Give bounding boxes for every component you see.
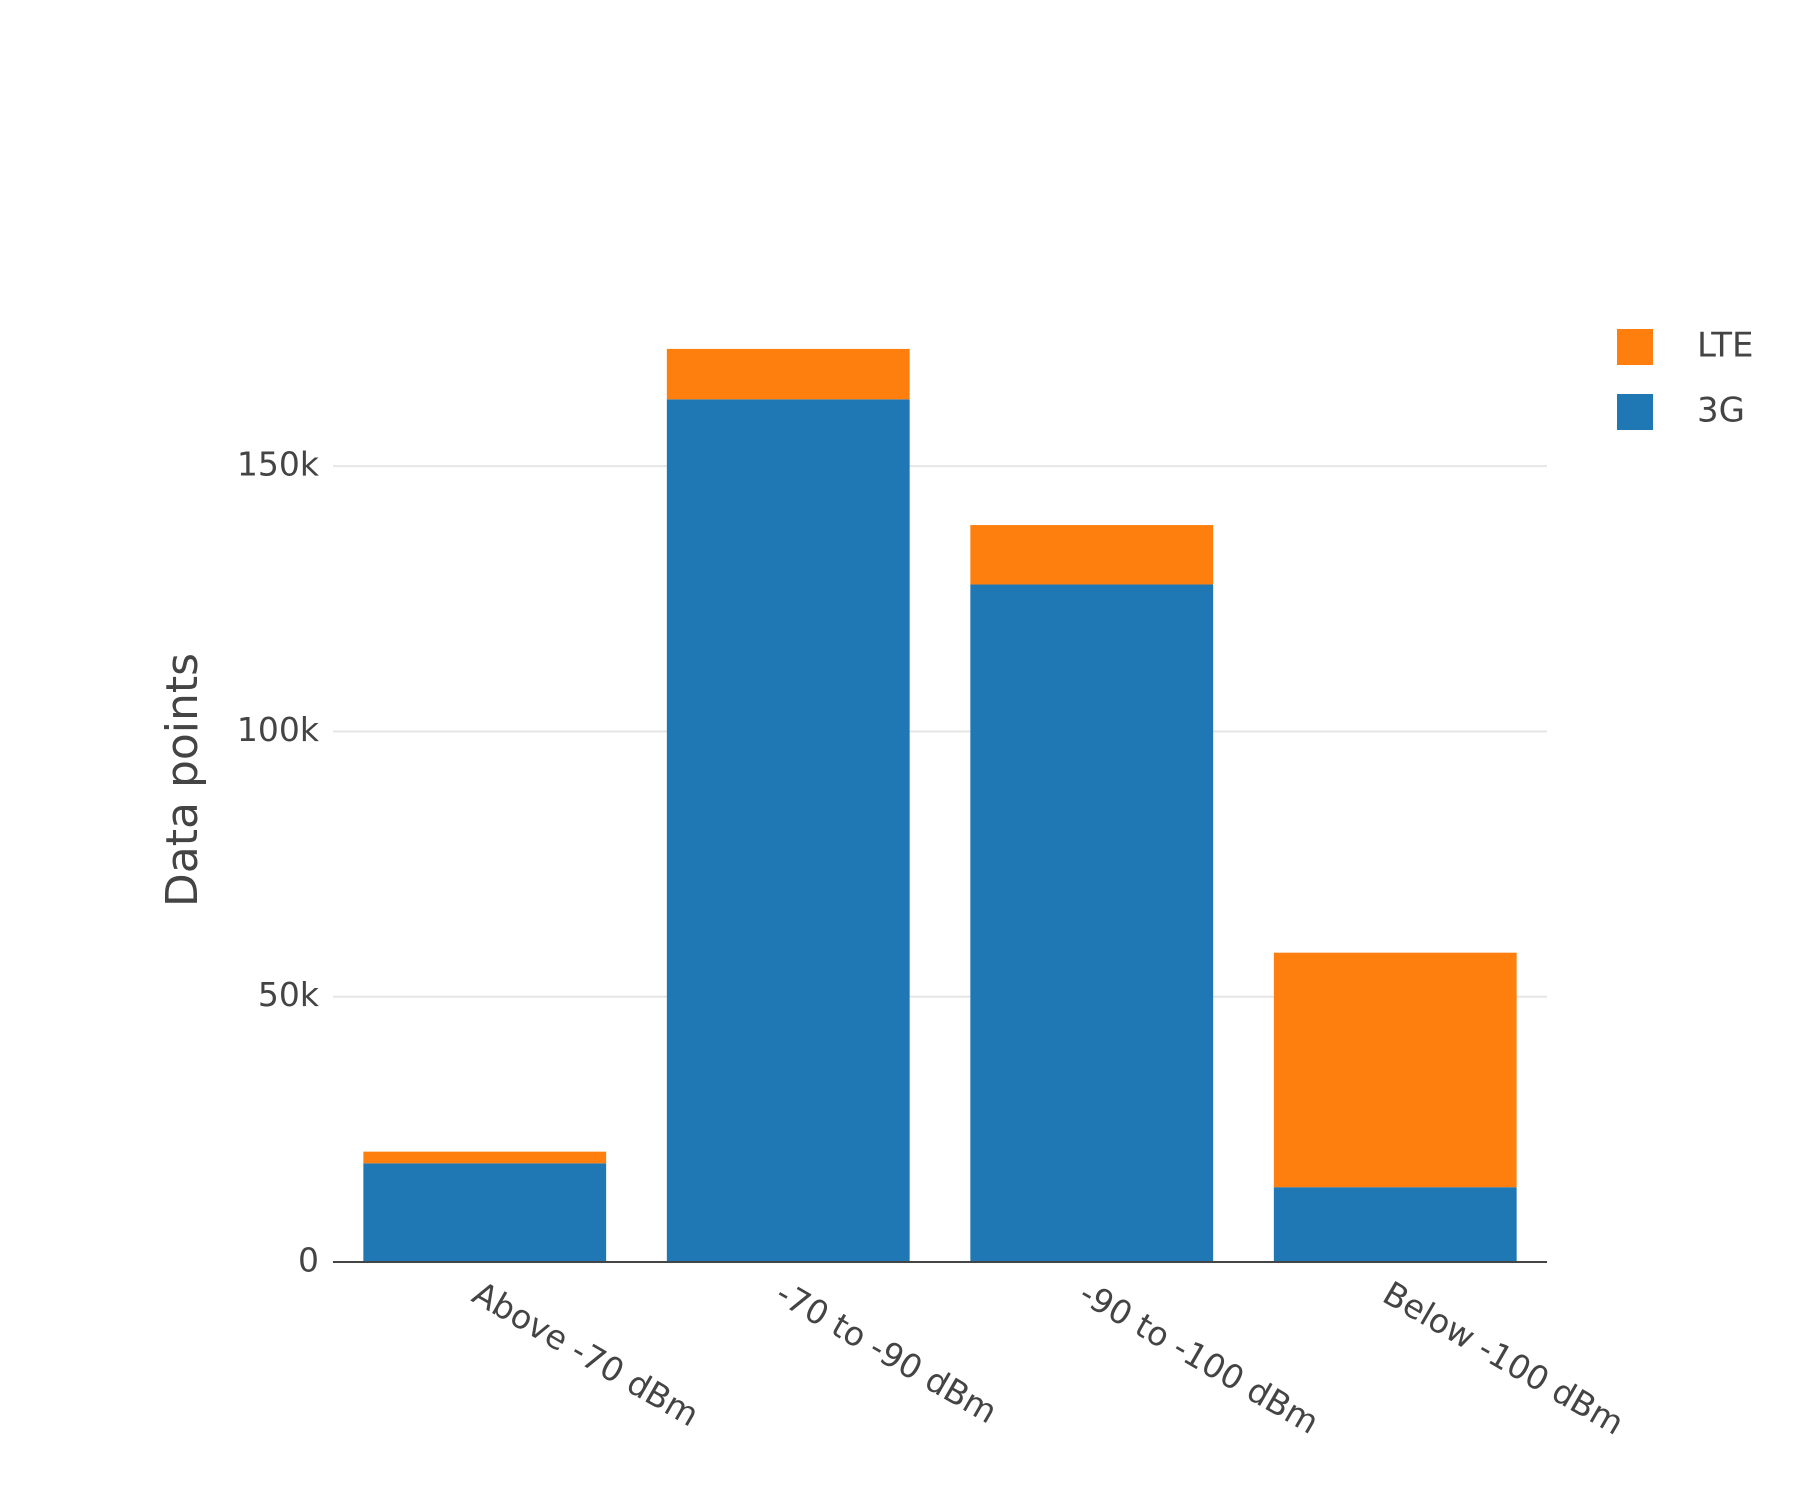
bar-segment — [363, 1163, 607, 1262]
x-tick-label: Above -70 dBm — [466, 1273, 706, 1434]
y-axis-title: Data points — [157, 653, 208, 907]
x-tick-label: -90 to -100 dBm — [1073, 1273, 1326, 1441]
x-tick-label: Below -100 dBm — [1377, 1273, 1631, 1442]
bar-segment — [363, 1151, 607, 1164]
y-tick-label: 50k — [258, 975, 320, 1014]
y-tick-label: 0 — [298, 1241, 319, 1280]
legend-label: LTE — [1697, 326, 1754, 366]
bar-segment — [970, 525, 1214, 585]
bar-segment — [1273, 952, 1517, 1188]
bar-segment — [1273, 1187, 1517, 1262]
x-tick-label: -70 to -90 dBm — [770, 1273, 1004, 1431]
legend-swatch — [1617, 329, 1653, 365]
bar-segment — [666, 399, 910, 1263]
bar-segment — [666, 348, 910, 400]
legend-label: 3G — [1697, 391, 1745, 431]
y-tick-label: 100k — [237, 710, 320, 749]
legend-swatch — [1617, 394, 1653, 430]
bar-segment — [970, 584, 1214, 1262]
y-tick-label: 150k — [237, 445, 320, 484]
